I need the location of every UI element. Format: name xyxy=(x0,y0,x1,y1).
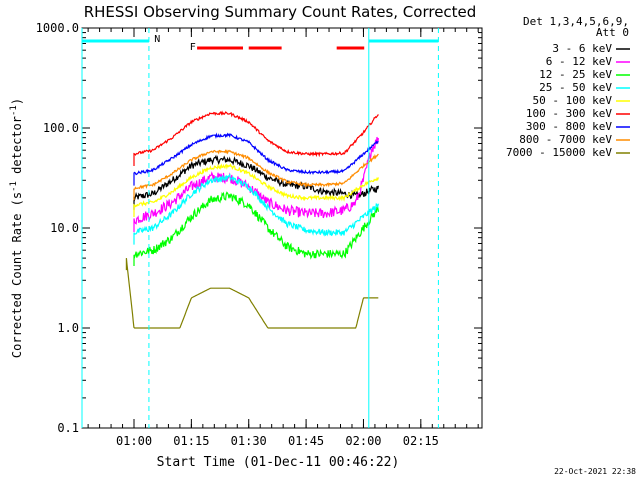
y-axis-label-main: Corrected Count Rate (s xyxy=(10,192,24,358)
legend-label: 7000 - 15000 keV xyxy=(506,146,612,159)
y-tick-label: 0.1 xyxy=(57,421,79,435)
legend-label: 100 - 300 keV xyxy=(526,107,612,120)
status-marks: NF xyxy=(81,28,439,428)
x-tick-labels: 01:00 01:15 01:30 01:45 02:00 02:15 xyxy=(116,434,439,448)
timestamp: 22-Oct-2021 22:38 xyxy=(554,467,636,476)
series-line xyxy=(133,110,379,166)
x-tick-label: 02:00 xyxy=(345,434,381,448)
series-line xyxy=(133,154,379,210)
legend-label: 12 - 25 keV xyxy=(539,68,612,81)
series-line xyxy=(133,136,379,233)
y-axis-label-mid: detector xyxy=(10,116,24,181)
y-axis-label-sup2: -1 xyxy=(9,105,19,116)
legend-label: 6 - 12 keV xyxy=(546,55,613,68)
legend-label: 300 - 800 keV xyxy=(526,120,612,133)
series-line xyxy=(125,258,379,329)
y-axis-label-sup1: -1 xyxy=(9,181,19,192)
series-line xyxy=(133,191,379,266)
series-line xyxy=(133,149,379,201)
y-axis-label: Corrected Count Rate (s-1 detector-1) xyxy=(9,98,24,358)
axis-ticks xyxy=(82,27,482,429)
x-tick-label: 01:00 xyxy=(116,434,152,448)
legend-header: Det 1,3,4,5,6,9, xyxy=(523,15,629,28)
y-tick-label: 100.0 xyxy=(43,121,79,135)
x-tick-label: 02:15 xyxy=(403,434,439,448)
legend-label: 50 - 100 keV xyxy=(533,94,613,107)
x-tick-label: 01:30 xyxy=(231,434,267,448)
legend-header: Att 0 xyxy=(596,26,629,39)
legend-label: 25 - 50 keV xyxy=(539,81,612,94)
plot-frame xyxy=(81,27,483,429)
chart-title: RHESSI Observing Summary Count Rates, Co… xyxy=(84,3,477,21)
legend-label: 3 - 6 keV xyxy=(552,42,612,55)
series-line xyxy=(133,132,379,186)
data-series xyxy=(125,110,379,329)
series-line xyxy=(133,173,379,245)
annotation-n: N xyxy=(154,34,160,45)
annotation-f: F xyxy=(190,42,196,53)
x-tick-label: 01:15 xyxy=(173,434,209,448)
legend-label: 800 - 7000 keV xyxy=(519,133,612,146)
x-tick-label: 01:45 xyxy=(288,434,324,448)
series-line xyxy=(133,163,379,217)
y-tick-label: 10.0 xyxy=(50,221,79,235)
y-axis-label-end: ) xyxy=(10,98,24,105)
y-tick-label: 1000.0 xyxy=(36,21,79,35)
y-tick-label: 1.0 xyxy=(57,321,79,335)
y-tick-labels: 0.1 1.0 10.0 100.0 1000.0 xyxy=(36,21,79,435)
x-axis-label: Start Time (01-Dec-11 00:46:22) xyxy=(157,455,400,470)
